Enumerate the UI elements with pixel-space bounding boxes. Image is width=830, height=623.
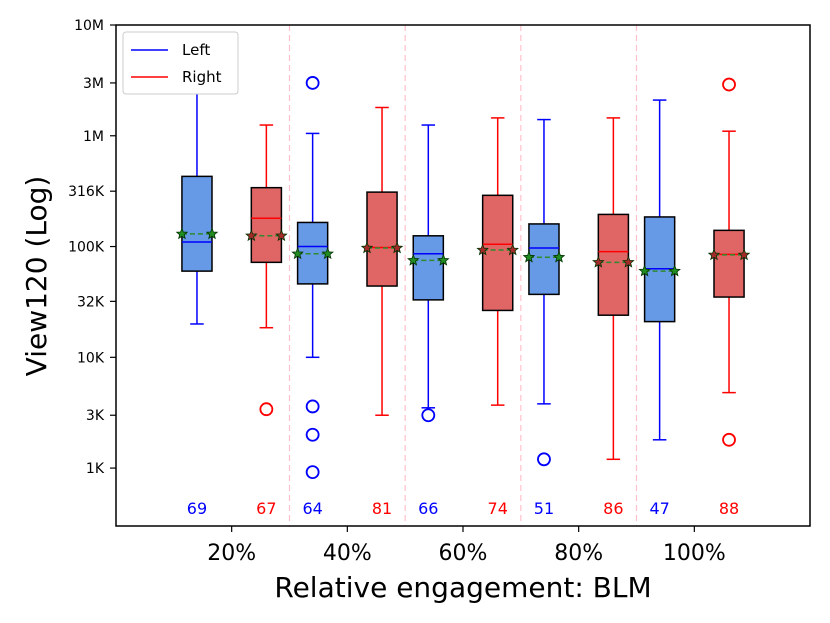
outlier-point: [722, 77, 736, 92]
box-group-right: 86: [597, 117, 630, 518]
sample-count: 88: [719, 499, 739, 518]
box-body: [366, 191, 398, 287]
mean-star: [592, 255, 605, 268]
mean-star: [291, 247, 304, 260]
x-tick-label: 60%: [439, 541, 488, 566]
box-group-right: 88: [713, 77, 745, 518]
mean-star: [360, 241, 374, 254]
mean-star: [205, 227, 219, 240]
legend-box: [122, 31, 239, 95]
mean-star: [476, 243, 489, 256]
x-tick-label: 100%: [663, 541, 726, 566]
outlier-point: [305, 399, 320, 414]
legend-left-label: Left: [182, 41, 210, 59]
y-tick-label: 10M: [74, 18, 104, 34]
mean-star: [506, 243, 520, 256]
y-tick-label: 100K: [68, 240, 105, 256]
sample-count: 86: [603, 499, 623, 518]
sample-count: 64: [302, 499, 322, 518]
x-tick-label: 20%: [207, 541, 256, 566]
box-body: [597, 213, 630, 316]
sample-count: 81: [372, 499, 392, 518]
outlier-point: [259, 402, 274, 417]
plot-frame: [115, 24, 811, 527]
box-body: [181, 175, 213, 272]
sample-count: 69: [187, 499, 207, 518]
box-group-left: 66: [412, 124, 445, 518]
mean-star: [668, 264, 681, 277]
sample-count: 74: [488, 499, 508, 518]
outlier-point: [722, 432, 736, 447]
legend: Left Right: [122, 31, 239, 95]
outlier-point: [305, 465, 320, 479]
y-axis-label: View120 (Log): [20, 176, 53, 377]
legend-right-label: Right: [182, 68, 222, 86]
sample-count: 66: [418, 499, 438, 518]
box-body: [250, 186, 283, 264]
box-group-left: 51: [528, 118, 560, 518]
mean-star: [622, 255, 635, 268]
mean-star: [175, 227, 189, 240]
sample-count: 67: [256, 499, 276, 518]
mean-star: [437, 253, 450, 266]
sample-count: 51: [534, 499, 554, 518]
y-tick-label: 10K: [77, 350, 105, 366]
outlier-point: [537, 452, 551, 467]
mean-star: [390, 241, 404, 254]
box-group-right: 67: [250, 124, 283, 518]
mean-star: [638, 264, 651, 277]
sample-count: 47: [649, 499, 669, 518]
mean-star: [522, 250, 536, 263]
outlier-point: [305, 76, 320, 90]
mean-star: [275, 229, 288, 242]
mean-star: [321, 247, 334, 260]
box-body: [412, 235, 445, 301]
y-tick-label: 3K: [86, 408, 105, 424]
box-group-right: 81: [366, 106, 398, 518]
y-tick-label: 316K: [68, 184, 105, 200]
mean-star: [707, 248, 721, 261]
x-tick-label: 80%: [554, 541, 603, 566]
box-body: [528, 223, 560, 296]
box-body: [481, 194, 514, 312]
y-tick-label: 32K: [77, 294, 105, 310]
box-body: [713, 229, 745, 298]
box-group-right: 74: [481, 117, 514, 518]
outlier-point: [421, 408, 436, 423]
mean-star: [406, 253, 420, 266]
mean-star: [552, 250, 566, 263]
mean-star: [737, 248, 751, 261]
y-tick-label: 1K: [86, 461, 105, 477]
x-tick-label: 40%: [323, 541, 372, 566]
y-tick-label: 3M: [83, 76, 104, 92]
y-tick-label: 1M: [83, 129, 104, 145]
x-axis-label: Relative engagement: BLM: [274, 571, 651, 604]
mean-star: [245, 229, 258, 242]
outlier-point: [305, 427, 320, 442]
